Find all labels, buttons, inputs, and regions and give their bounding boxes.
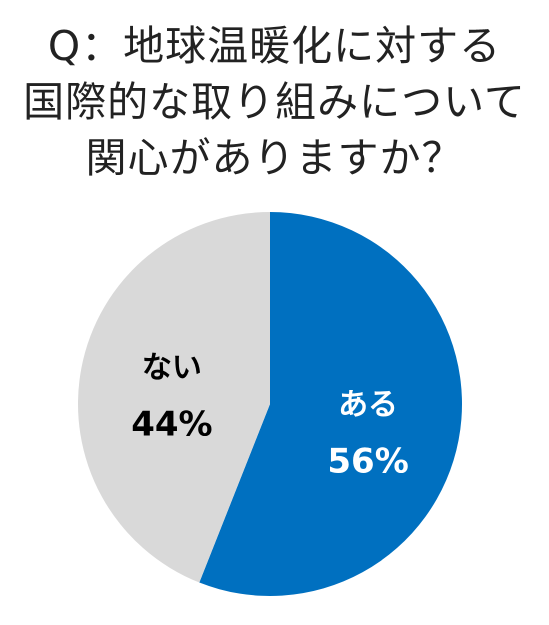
chart-title-line-3: 関心がありますか？ — [85, 134, 464, 182]
pie-slice-0 — [199, 212, 463, 597]
slice-value-label-1: 44% — [131, 404, 212, 444]
pie-slice-1 — [78, 212, 270, 583]
chart-title-line-1: Q：地球温暖化に対する — [47, 22, 502, 70]
slice-label-1: ない — [142, 350, 202, 385]
slice-value-label-0: 56% — [327, 442, 408, 482]
slice-label-0: ある — [338, 388, 398, 423]
chart-title-line-2: 国際的な取り組みについて — [23, 78, 526, 126]
chart-title: Q：地球温暖化に対する 国際的な取り組みについて 関心がありますか？ — [0, 18, 549, 186]
